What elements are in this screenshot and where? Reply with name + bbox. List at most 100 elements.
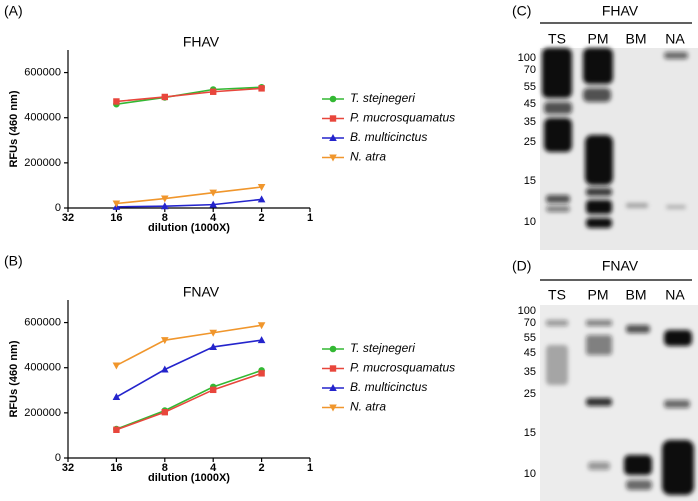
blot-title: FNAV — [602, 258, 639, 274]
series-line — [116, 87, 262, 103]
blot-title: FHAV — [602, 3, 639, 19]
panel-label: (A) — [4, 3, 23, 19]
chart-title: FNAV — [183, 284, 220, 300]
y-tick-label: 600000 — [24, 316, 61, 328]
size-marker: 70 — [524, 64, 536, 76]
point — [257, 195, 266, 203]
y-tick-label: 0 — [55, 452, 61, 464]
series-line — [116, 86, 262, 105]
legend-marker — [329, 134, 337, 141]
size-marker: 45 — [524, 347, 536, 359]
size-marker: 10 — [524, 468, 536, 480]
point — [161, 337, 169, 345]
legend-label: T. stejnegeri — [350, 91, 415, 105]
lane-label: NA — [665, 31, 685, 47]
legend-label: T. stejnegeri — [350, 341, 415, 355]
legend-label: B. multicinctus — [350, 130, 427, 144]
blot-image — [540, 305, 698, 501]
size-marker: 10 — [524, 216, 536, 228]
point — [209, 189, 217, 197]
legend-label: P. mucrosquamatus — [350, 361, 455, 375]
point — [112, 393, 121, 401]
panel-label: (C) — [512, 3, 531, 19]
point — [257, 322, 266, 330]
point — [209, 329, 217, 337]
legend-label: N. atra — [350, 400, 386, 414]
size-marker: 35 — [524, 366, 536, 378]
y-tick-label: 0 — [55, 202, 61, 214]
x-tick-label: 1 — [307, 462, 313, 474]
chart-title: FHAV — [183, 34, 220, 50]
size-marker: 45 — [524, 98, 536, 110]
size-marker: 55 — [524, 81, 536, 93]
series-line — [116, 198, 262, 208]
point — [112, 362, 121, 370]
series-line — [116, 372, 262, 431]
point — [113, 98, 120, 105]
panel-label: (D) — [512, 258, 531, 274]
point — [209, 200, 217, 208]
lane-label: PM — [588, 31, 609, 47]
legend-marker — [329, 95, 337, 103]
size-marker: 100 — [518, 52, 536, 64]
lane-label: BM — [626, 287, 647, 303]
x-tick-label: 16 — [110, 212, 122, 224]
point — [161, 365, 169, 373]
point — [161, 195, 169, 203]
series-line — [116, 324, 262, 367]
point — [112, 200, 121, 208]
point — [113, 426, 120, 433]
x-axis-label: dilution (1000X) — [148, 222, 230, 234]
legend-marker — [329, 154, 337, 162]
legend-marker — [329, 365, 337, 372]
y-axis-label: RFUs (460 nm) — [8, 340, 20, 417]
x-tick-label: 16 — [110, 462, 122, 474]
blot-image — [540, 48, 698, 250]
legend-label: P. mucrosquamatus — [350, 111, 455, 125]
x-axis-label: dilution (1000X) — [148, 472, 230, 484]
size-marker: 25 — [524, 136, 536, 148]
series-line — [116, 369, 262, 430]
legend-marker — [329, 404, 337, 412]
legend-marker — [329, 345, 337, 353]
x-tick-label: 2 — [259, 212, 265, 224]
size-marker: 15 — [524, 175, 536, 187]
x-tick-label: 32 — [62, 462, 74, 474]
series-line — [116, 339, 262, 398]
point — [257, 184, 266, 192]
point — [161, 93, 168, 101]
x-tick-label: 4 — [210, 212, 217, 224]
legend-marker — [329, 384, 337, 391]
lane-label: TS — [548, 31, 566, 47]
size-marker: 25 — [524, 388, 536, 400]
point — [209, 342, 217, 350]
x-tick-label: 8 — [162, 462, 168, 474]
size-marker: 70 — [524, 317, 536, 329]
x-tick-label: 4 — [210, 462, 217, 474]
point — [210, 88, 217, 95]
y-tick-label: 400000 — [24, 362, 61, 374]
x-tick-label: 2 — [259, 462, 265, 474]
point — [161, 202, 169, 210]
size-marker: 100 — [518, 305, 536, 317]
y-tick-label: 200000 — [24, 407, 61, 419]
point — [210, 386, 217, 394]
size-marker: 35 — [524, 116, 536, 128]
lane-label: PM — [588, 287, 609, 303]
x-tick-label: 8 — [162, 212, 168, 224]
legend-label: B. multicinctus — [350, 380, 427, 394]
size-marker: 55 — [524, 332, 536, 344]
lane-label: BM — [626, 31, 647, 47]
y-tick-label: 400000 — [24, 112, 61, 124]
point — [161, 408, 168, 416]
lane-label: NA — [665, 287, 685, 303]
legend-label: N. atra — [350, 150, 386, 164]
x-tick-label: 1 — [307, 212, 313, 224]
legend-marker — [329, 115, 337, 122]
size-marker: 15 — [524, 427, 536, 439]
panel-label: (B) — [4, 253, 23, 269]
point — [257, 336, 266, 344]
y-tick-label: 600000 — [24, 66, 61, 78]
x-tick-label: 32 — [62, 212, 74, 224]
